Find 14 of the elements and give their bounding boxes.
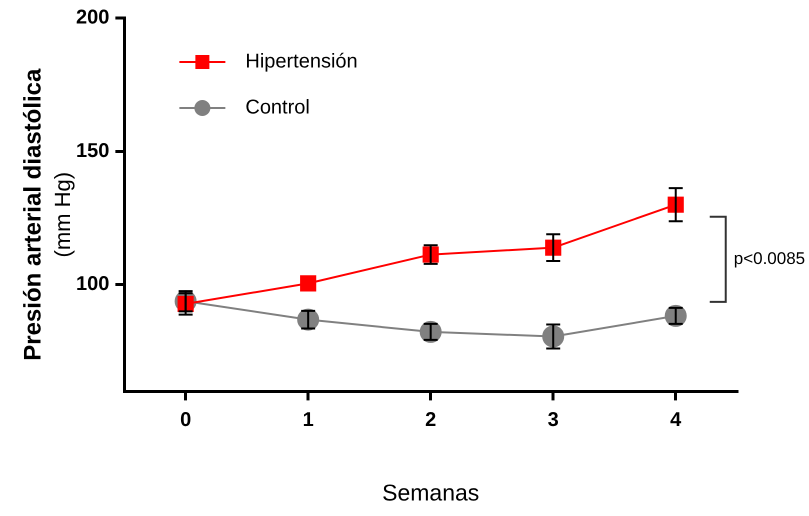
x-tick-label: 4 xyxy=(670,408,682,431)
legend-label: Hipertensión xyxy=(245,50,358,73)
y-tick-label: 150 xyxy=(76,140,110,162)
x-tick-label: 1 xyxy=(302,408,314,431)
legend-label: Control xyxy=(245,96,310,119)
y-tick-label: 100 xyxy=(76,273,110,296)
x-tick-label: 2 xyxy=(425,408,436,431)
annotation: p<0.0085 xyxy=(734,248,806,268)
x-axis-title: Semanas xyxy=(382,480,480,506)
x-tick-label: 0 xyxy=(180,408,192,431)
y-axis-title: Presión arterial diastólica (mm Hg) xyxy=(20,68,76,361)
y-tick-label: 200 xyxy=(76,6,110,29)
point xyxy=(300,275,316,292)
x-tick-label: 3 xyxy=(548,408,559,431)
